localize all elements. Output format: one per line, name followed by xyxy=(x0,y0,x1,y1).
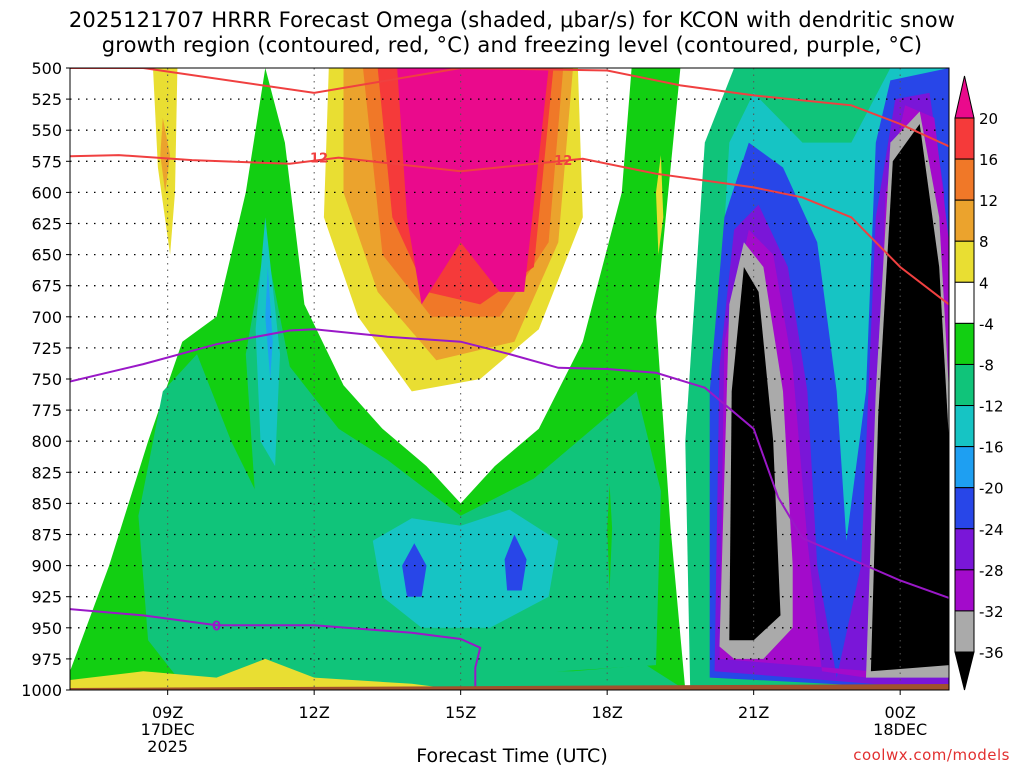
omega-yellow-sliver xyxy=(656,155,664,255)
freezing-level-contour xyxy=(70,328,949,599)
x-axis-title: Forecast Time (UTC) xyxy=(416,745,608,767)
y-tick-label-775: 775 xyxy=(31,401,62,420)
freezing-label: 0 xyxy=(212,619,221,634)
y-tick-label-575: 575 xyxy=(31,152,62,171)
colorbar-box-8 xyxy=(954,446,975,489)
omega-black-cell-1 xyxy=(729,267,781,641)
y-tick-label-750: 750 xyxy=(31,370,62,389)
source-credit: coolwx.com/models xyxy=(853,746,1010,764)
colorbar-box-11 xyxy=(954,569,975,612)
y-tick-label-925: 925 xyxy=(31,588,62,607)
y-tick-label-950: 950 xyxy=(31,619,62,638)
y-tick-label-675: 675 xyxy=(31,277,62,296)
title-line-2: growth region (contoured, red, °C) and f… xyxy=(101,33,923,57)
contour-lines: 12 12 0 xyxy=(70,68,949,690)
colorbar-label-1: 16 xyxy=(979,151,998,169)
ground-layer xyxy=(70,684,949,690)
colorbar-label-9: -20 xyxy=(979,480,1004,498)
omega-teal-center xyxy=(245,242,661,678)
x-tick-label-9-1: 17DEC xyxy=(141,720,195,739)
colorbar-label-4: 4 xyxy=(979,274,989,292)
dendritic-lower-contour xyxy=(70,154,949,306)
colorbar-box-0 xyxy=(954,117,975,160)
colorbar-box-12 xyxy=(954,610,975,653)
x-tick-label-24-1: 18DEC xyxy=(873,720,927,739)
y-tick-label-900: 900 xyxy=(31,557,62,576)
colorbar-box-6 xyxy=(954,363,975,407)
colorbar-box-1 xyxy=(954,158,975,201)
omega-yellow-near-surface xyxy=(70,658,461,690)
title-line-1: 2025121707 HRRR Forecast Omega (shaded, … xyxy=(68,8,956,32)
dendritic-label-2: 12 xyxy=(554,154,572,169)
chart-title: 2025121707 HRRR Forecast Omega (shaded, … xyxy=(0,8,1024,58)
colorbar-label-5: -4 xyxy=(979,315,994,333)
y-tick-label-550: 550 xyxy=(31,121,62,140)
y-tick-label-800: 800 xyxy=(31,432,62,451)
x-tick-label-24-0: 00Z xyxy=(885,703,916,722)
omega-green-blob xyxy=(607,484,613,591)
omega-black-cell-2 xyxy=(870,124,949,672)
omega-gold-spot xyxy=(160,117,171,193)
y-tick-label-975: 975 xyxy=(31,650,62,669)
x-tick-label-9-2: 2025 xyxy=(147,737,188,756)
y-tick-label-725: 725 xyxy=(31,339,62,358)
y-tick-label-650: 650 xyxy=(31,246,62,265)
y-tick-label-500: 500 xyxy=(31,59,62,78)
y-axis: 500 525 550 575 600 625 650 675 700 725 750 775 800 8… xyxy=(21,59,70,700)
dendritic-label-1: 12 xyxy=(310,152,328,167)
colorbar-box-10 xyxy=(954,528,975,571)
freezing-level-low-contour xyxy=(70,608,482,690)
colorbar-label-0: 20 xyxy=(979,110,998,128)
colorbar-label-6: -8 xyxy=(979,356,994,374)
x-tick-label-15-0: 15Z xyxy=(445,703,476,722)
omega-blue-dot-2 xyxy=(504,534,527,591)
svg-text:12: 12 xyxy=(554,154,572,169)
y-tick-label-700: 700 xyxy=(31,308,62,327)
colorbar-label-12: -32 xyxy=(979,603,1004,621)
x-tick-label-21-0: 21Z xyxy=(738,703,769,722)
colorbar-label-13: -36 xyxy=(979,644,1004,662)
colorbar-label-3: 8 xyxy=(979,233,989,251)
y-tick-label-625: 625 xyxy=(31,215,62,234)
colorbar-label-7: -12 xyxy=(979,398,1004,416)
y-tick-label-850: 850 xyxy=(31,494,62,513)
colorbar-box-3 xyxy=(954,240,975,283)
omega-shading xyxy=(70,68,949,690)
colorbar: 20 16 12 8 4 -4 -8 -12 -16 -20 -24 -28 -32 -36 xyxy=(954,75,1004,691)
x-tick-label-9-0: 09Z xyxy=(152,703,183,722)
colorbar-label-2: 12 xyxy=(979,192,998,210)
omega-magenta-center xyxy=(397,68,549,305)
colorbar-box-9 xyxy=(954,487,975,530)
y-tick-label-1000: 1000 xyxy=(21,681,62,700)
colorbar-box-7 xyxy=(954,405,975,448)
ground-surface xyxy=(70,684,949,690)
y-tick-label-825: 825 xyxy=(31,463,62,482)
y-tick-label-525: 525 xyxy=(31,90,62,109)
svg-text:0: 0 xyxy=(212,619,221,634)
omega-blue-strip xyxy=(265,267,273,379)
y-tick-label-875: 875 xyxy=(31,526,62,545)
omega-blue-dot-1 xyxy=(402,543,427,597)
colorbar-box-2 xyxy=(954,199,975,242)
colorbar-bottom-arrow xyxy=(954,651,975,691)
omega-teal-main xyxy=(138,354,686,690)
dendritic-upper-contour xyxy=(70,68,949,148)
svg-text:12: 12 xyxy=(310,152,328,167)
colorbar-label-11: -28 xyxy=(979,562,1004,580)
colorbar-label-10: -24 xyxy=(979,521,1004,539)
colorbar-top-arrow xyxy=(954,75,975,119)
omega-cyan-low xyxy=(372,509,559,628)
colorbar-box-5 xyxy=(954,322,975,365)
colorbar-label-8: -16 xyxy=(979,439,1004,457)
colorbar-box-4 xyxy=(954,281,975,324)
x-tick-label-12-0: 12Z xyxy=(299,703,330,722)
y-tick-label-600: 600 xyxy=(31,183,62,202)
x-tick-label-18-0: 18Z xyxy=(592,703,623,722)
